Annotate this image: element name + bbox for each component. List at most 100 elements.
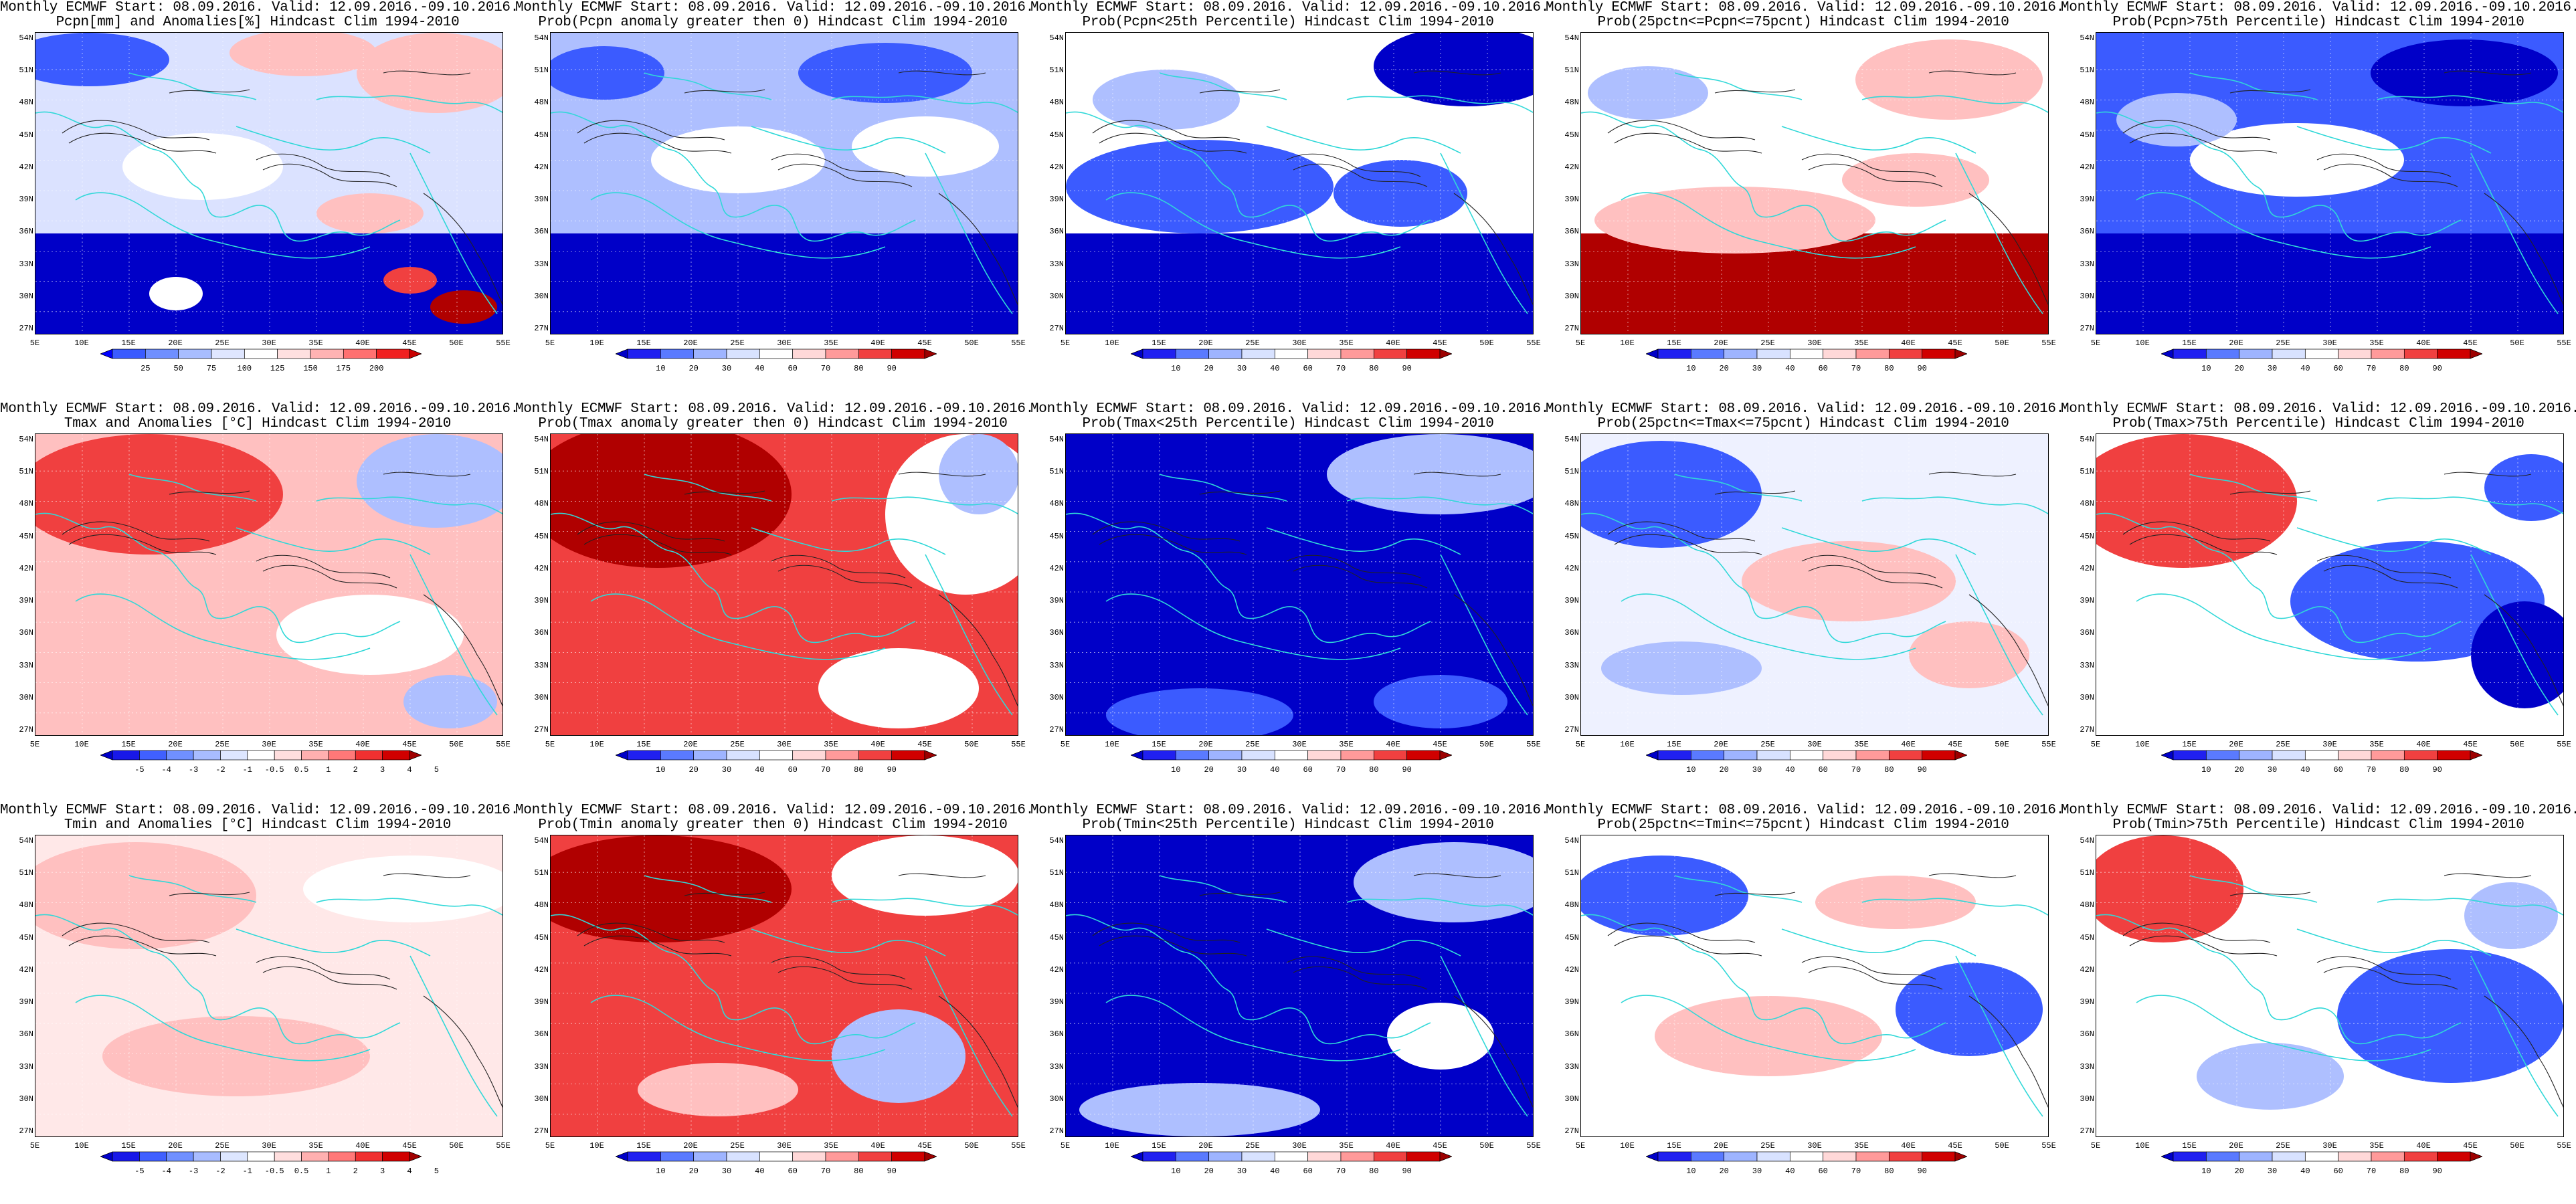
colorbar-swatch — [1439, 1151, 1452, 1162]
colorbar-swatch — [1175, 750, 1210, 761]
longitude-label: 30E — [1292, 1141, 1307, 1150]
longitude-label: 10E — [2135, 740, 2150, 749]
latitude-label: 33N — [534, 259, 549, 269]
latitude-label: 45N — [1564, 531, 1579, 541]
colorbar-tick-label: 1 — [326, 765, 331, 775]
latitude-label: 39N — [1564, 195, 1579, 205]
latitude-label: 42N — [534, 965, 549, 975]
colorbar-tick-label: -4 — [161, 1167, 171, 1176]
shade-blob — [2337, 949, 2563, 1083]
orography-contour — [577, 521, 725, 542]
map-canvas — [1581, 835, 2048, 1136]
forecast-map — [35, 433, 503, 736]
colorbar-tick-label: 70 — [1851, 364, 1861, 373]
coastline — [128, 875, 257, 903]
longitude-label: 55E — [2041, 338, 2056, 348]
latitude-label: 36N — [534, 628, 549, 638]
latitude-label: 51N — [19, 467, 33, 477]
shade-blob — [1594, 187, 1875, 254]
colorbar-swatch — [2304, 750, 2339, 761]
panel-title-line2: Prob(Pcpn anomaly greater then 0) Hindca… — [538, 15, 1008, 30]
latitude-label: 27N — [1049, 324, 1064, 333]
colorbar-swatch — [1208, 348, 1243, 359]
coastline — [1674, 875, 1803, 903]
forecast-panel: Monthly ECMWF Start: 08.09.2016. Valid: … — [0, 803, 519, 1204]
coastline — [128, 72, 257, 100]
colorbar-swatch — [382, 750, 410, 761]
colorbar: 10 20 30 40 60 70 80 90 — [1646, 1150, 1967, 1191]
shade-blob — [1333, 160, 1467, 227]
colorbar-swatch — [1922, 1151, 1956, 1162]
coastline — [1105, 995, 1401, 1062]
colorbar-tick-label: -5 — [134, 765, 145, 775]
latitude-label: 33N — [19, 259, 33, 269]
longitude-label: 10E — [589, 338, 604, 348]
colorbar-swatch — [2371, 750, 2405, 761]
colorbar-swatch — [166, 750, 194, 761]
panel-title-line1: Monthly ECMWF Start: 08.09.2016. Valid: … — [1030, 803, 1550, 818]
colorbar-swatches — [616, 348, 937, 359]
latitude-label: 42N — [1049, 162, 1064, 172]
orography-contour — [2323, 966, 2458, 990]
orography-contour — [262, 163, 397, 187]
forecast-panel: Monthly ECMWF Start: 08.09.2016. Valid: … — [515, 0, 1034, 401]
panel-title-line1: Monthly ECMWF Start: 08.09.2016. Valid: … — [515, 0, 1034, 15]
colorbar-swatch — [277, 348, 311, 359]
coastline — [1581, 512, 1946, 643]
longitude-label: 5E — [1060, 740, 1071, 749]
longitude-label: 40E — [355, 740, 370, 749]
shade-blob — [2197, 1043, 2344, 1110]
orography-contour — [383, 70, 471, 76]
latitude-label: 48N — [1564, 499, 1579, 509]
colorbar-swatch — [792, 750, 826, 761]
colorbar-swatches — [1131, 348, 1452, 359]
colorbar-swatches — [1646, 348, 1967, 359]
colorbar-swatch — [759, 750, 794, 761]
colorbar-swatch — [220, 750, 248, 761]
colorbar-swatch — [792, 1151, 826, 1162]
colorbar-swatch — [139, 750, 167, 761]
colorbar-swatch — [328, 750, 356, 761]
longitude-label: 30E — [1807, 740, 1822, 749]
forecast-panel: Monthly ECMWF Start: 08.09.2016. Valid: … — [1546, 0, 2064, 401]
longitude-label: 50E — [1995, 338, 2009, 348]
longitude-label: 25E — [2276, 338, 2290, 348]
orography-contour — [577, 922, 725, 943]
colorbar-swatch — [376, 348, 410, 359]
longitude-label: 5E — [29, 1141, 40, 1150]
colorbar-swatch — [301, 750, 329, 761]
coastline — [1861, 95, 2048, 113]
colorbar-swatch — [2371, 1151, 2405, 1162]
colorbar-swatch — [924, 348, 937, 359]
coastline — [1440, 955, 1528, 1117]
colorbar-swatch — [1274, 348, 1309, 359]
longitude-label: 45E — [2463, 740, 2478, 749]
orography-contour — [1286, 555, 1421, 579]
colorbar-swatches — [616, 1151, 937, 1162]
colorbar-swatch — [1340, 750, 1374, 761]
forecast-map — [550, 32, 1018, 334]
shade-blob — [651, 126, 825, 193]
colorbar-tick-label: 70 — [1851, 1167, 1861, 1176]
coastline — [1066, 111, 1431, 242]
colorbar-swatches — [2161, 750, 2482, 761]
forecast-panel: Monthly ECMWF Start: 08.09.2016. Valid: … — [2061, 803, 2576, 1204]
shade-blob — [832, 835, 1018, 916]
longitude-label: 40E — [2416, 740, 2431, 749]
shade-blob — [638, 1063, 798, 1116]
colorbar-swatch — [1657, 1151, 1691, 1162]
shade-blob — [1855, 39, 2043, 120]
coastline — [1861, 898, 2048, 916]
colorbar-tick-label: 80 — [1884, 364, 1894, 373]
colorbar-tick-label: 50 — [173, 364, 183, 373]
orography-contour — [68, 132, 217, 154]
latitude-label: 54N — [1049, 435, 1064, 444]
colorbar-tick-label: 10 — [656, 364, 666, 373]
orography-contour — [1099, 534, 1247, 555]
colorbar-swatch — [1208, 750, 1243, 761]
colorbar-swatch — [1373, 1151, 1408, 1162]
forecast-panel: Monthly ECMWF Start: 08.09.2016. Valid: … — [1030, 401, 1549, 803]
colorbar-tick-label: 70 — [820, 364, 831, 373]
colorbar-tick-label: -3 — [188, 765, 199, 775]
